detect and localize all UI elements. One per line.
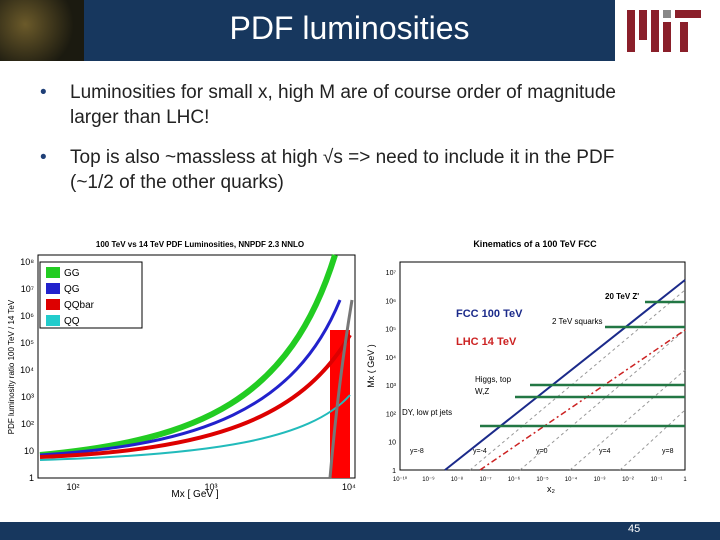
rapidity-label: y=0 — [536, 448, 548, 455]
y-tick-label: 1 — [392, 468, 396, 475]
y-tick-label: 10² — [21, 419, 34, 429]
header-bar: PDF luminosities — [0, 0, 615, 61]
annotation: LHC 14 TeV — [456, 336, 517, 348]
figures: 100 TeV vs 14 TeV PDF Luminosities, NNPD… — [7, 239, 687, 500]
x-tick-label: 10⁻¹ — [651, 477, 663, 483]
x-tick-label: 10⁻⁴ — [565, 476, 578, 483]
page-number: 45 — [628, 523, 641, 535]
x-tick-label: 10⁻⁶ — [508, 476, 521, 483]
x-tick-label: 10³ — [204, 482, 217, 492]
x-tick-label: 1 — [683, 477, 687, 483]
annotation: 20 TeV Z' — [605, 292, 639, 301]
y-axis-label: Mx ( GeV ) — [366, 344, 376, 388]
x-tick-label: 10⁻² — [622, 477, 634, 483]
bullet: Luminosities for small x, high M are of … — [38, 80, 660, 130]
x-tick-label: 10⁻⁸ — [451, 476, 464, 483]
footer-bar — [0, 522, 720, 540]
rapidity-label: y=4 — [599, 448, 611, 455]
y-tick-label: 10⁵ — [385, 327, 396, 334]
y-tick-label: 10⁵ — [20, 338, 34, 348]
y-tick-label: 10² — [386, 411, 397, 418]
y-tick-label: 10⁷ — [386, 270, 397, 277]
annotation: Higgs, top — [475, 375, 512, 384]
y-tick-label: 10⁴ — [20, 365, 34, 375]
legend-entry: QQbar — [64, 300, 95, 311]
x-axis-label: Mx [ GeV ] — [171, 489, 218, 500]
x-tick-label: 10⁻⁷ — [479, 476, 491, 483]
x-tick-label: 10⁻¹⁰ — [393, 476, 408, 483]
rapidity-label: y=8 — [662, 448, 674, 455]
legend-entry: GG — [64, 268, 80, 279]
header-image — [0, 0, 84, 61]
y-tick-label: 10⁴ — [385, 355, 396, 362]
legend-entry: QQ — [64, 316, 80, 327]
legend-entry: QG — [64, 284, 80, 295]
x-axis-label: x₂ — [547, 484, 556, 494]
y-tick-label: 10 — [24, 446, 34, 456]
annotation: 2 TeV squarks — [552, 317, 603, 326]
x-tick-label: 10⁻³ — [594, 477, 606, 483]
annotation: FCC 100 TeV — [456, 308, 523, 320]
bullet: Top is also ~massless at high √s => need… — [38, 145, 660, 195]
x-tick-label: 10² — [66, 482, 79, 492]
y-tick-label: 10 — [388, 440, 396, 447]
y-tick-label: 10³ — [386, 383, 397, 390]
y-tick-label: 10³ — [21, 392, 34, 402]
rapidity-label: y=-4 — [473, 448, 487, 455]
figure-title: Kinematics of a 100 TeV FCC — [473, 239, 597, 249]
annotation: W,Z — [475, 387, 489, 396]
rapidity-label: y=-8 — [410, 448, 424, 455]
y-tick-label: 10⁶ — [20, 311, 34, 321]
mit-logo — [627, 10, 701, 52]
y-tick-label: 10⁶ — [385, 298, 396, 305]
figure-title: 100 TeV vs 14 TeV PDF Luminosities, NNPD… — [96, 240, 304, 249]
x-tick-label: 10⁻⁹ — [422, 476, 435, 483]
x-tick-label: 10⁴ — [342, 482, 356, 492]
y-axis-label: PDF luminosity ratio 100 TeV / 14 TeV — [7, 299, 16, 434]
y-tick-label: 10⁸ — [20, 257, 34, 267]
y-tick-label: 10⁷ — [21, 284, 34, 294]
annotation: DY, low pt jets — [402, 408, 452, 417]
y-tick-label: 1 — [29, 473, 34, 483]
x-tick-label: 10⁻⁵ — [536, 476, 549, 483]
slide-title: PDF luminosities — [229, 10, 470, 46]
